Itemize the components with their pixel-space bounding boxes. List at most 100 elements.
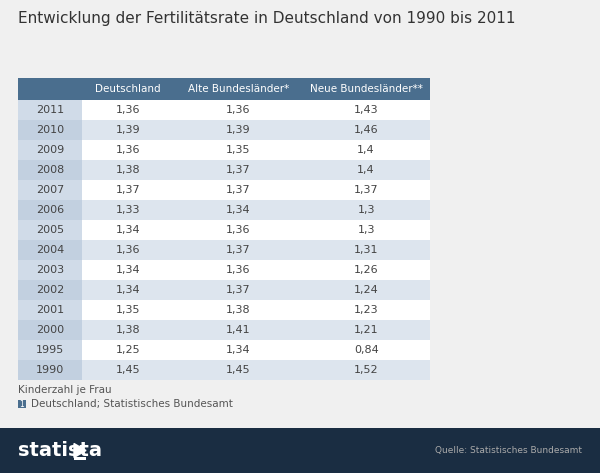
Text: 1,34: 1,34 [226,345,251,355]
Text: 1995: 1995 [36,345,64,355]
Bar [82,160,175,180]
Text: 2004: 2004 [36,245,64,255]
Text: statista: statista [18,441,102,460]
Bar [18,240,82,260]
Text: 0,84: 0,84 [354,345,379,355]
Bar [82,120,175,140]
Text: 1,37: 1,37 [116,185,140,195]
Text: 2000: 2000 [36,325,64,335]
Bar [82,140,175,160]
Bar [175,240,302,260]
Bar [302,280,430,300]
Bar [302,120,430,140]
Text: Deutschland: Deutschland [95,84,161,94]
Bar [302,360,430,380]
Text: 1,36: 1,36 [226,225,251,235]
Bar [302,320,430,340]
Bar [82,200,175,220]
Bar [175,340,302,360]
Bar [302,180,430,200]
Bar [82,180,175,200]
Text: 1,36: 1,36 [226,105,251,115]
Text: 1,37: 1,37 [226,285,251,295]
Text: 1,45: 1,45 [116,365,140,375]
Text: 1,37: 1,37 [226,165,251,175]
Text: 2009: 2009 [36,145,64,155]
Bar [175,140,302,160]
Bar [18,180,82,200]
Text: 1,23: 1,23 [354,305,379,315]
Text: 1,34: 1,34 [116,265,140,275]
Bar [302,220,430,240]
Polygon shape [74,444,86,457]
Bar [82,320,175,340]
Text: 2002: 2002 [36,285,64,295]
Bar [175,160,302,180]
Text: 1,24: 1,24 [354,285,379,295]
Text: 1,37: 1,37 [354,185,379,195]
Text: 1,36: 1,36 [226,265,251,275]
Text: 1,41: 1,41 [226,325,251,335]
Bar [302,78,430,100]
Text: 1,3: 1,3 [358,225,375,235]
Text: Entwicklung der Fertilitätsrate in Deutschland von 1990 bis 2011: Entwicklung der Fertilitätsrate in Deuts… [18,11,515,26]
Text: Deutschland; Statistisches Bundesamt: Deutschland; Statistisches Bundesamt [31,399,233,409]
Bar [18,140,82,160]
Text: 2001: 2001 [36,305,64,315]
Bar [302,100,430,120]
Bar [302,160,430,180]
Bar [18,400,26,408]
Text: 1,3: 1,3 [358,205,375,215]
Text: 1990: 1990 [36,365,64,375]
Bar [0,428,600,473]
Text: 1,45: 1,45 [226,365,251,375]
Bar [175,260,302,280]
Bar [175,220,302,240]
Text: 1,37: 1,37 [226,185,251,195]
Bar [82,260,175,280]
Text: 1,33: 1,33 [116,205,140,215]
Bar [82,100,175,120]
Text: 1,35: 1,35 [116,305,140,315]
Bar [175,120,302,140]
Bar [74,456,86,459]
Bar [302,240,430,260]
Text: 1,36: 1,36 [116,145,140,155]
Text: 2005: 2005 [36,225,64,235]
Bar [82,280,175,300]
Text: 1,38: 1,38 [116,325,140,335]
Text: 1,25: 1,25 [116,345,140,355]
Bar [18,300,82,320]
Text: 1,36: 1,36 [116,105,140,115]
Bar [18,280,82,300]
Bar [175,200,302,220]
Bar [302,340,430,360]
Bar [175,360,302,380]
Bar [18,160,82,180]
Bar [175,78,302,100]
Bar [18,360,82,380]
Text: Neue Bundesländer**: Neue Bundesländer** [310,84,422,94]
Bar [18,78,82,100]
Text: 1,35: 1,35 [226,145,251,155]
Text: Kinderzahl je Frau: Kinderzahl je Frau [18,385,112,395]
Bar [82,300,175,320]
Bar [82,360,175,380]
Text: 1,46: 1,46 [354,125,379,135]
Bar [82,240,175,260]
Text: 1,4: 1,4 [358,165,375,175]
Text: 1,52: 1,52 [354,365,379,375]
Text: 2011: 2011 [36,105,64,115]
Bar [175,300,302,320]
Text: 1,4: 1,4 [358,145,375,155]
Text: 1: 1 [20,400,25,409]
Bar [18,200,82,220]
Text: 2008: 2008 [36,165,64,175]
Text: Alte Bundesländer*: Alte Bundesländer* [188,84,289,94]
Text: 2010: 2010 [36,125,64,135]
Bar [175,280,302,300]
Text: Quelle: Statistisches Bundesamt: Quelle: Statistisches Bundesamt [435,446,582,455]
Bar [175,180,302,200]
Text: 1,34: 1,34 [116,225,140,235]
Bar [302,140,430,160]
